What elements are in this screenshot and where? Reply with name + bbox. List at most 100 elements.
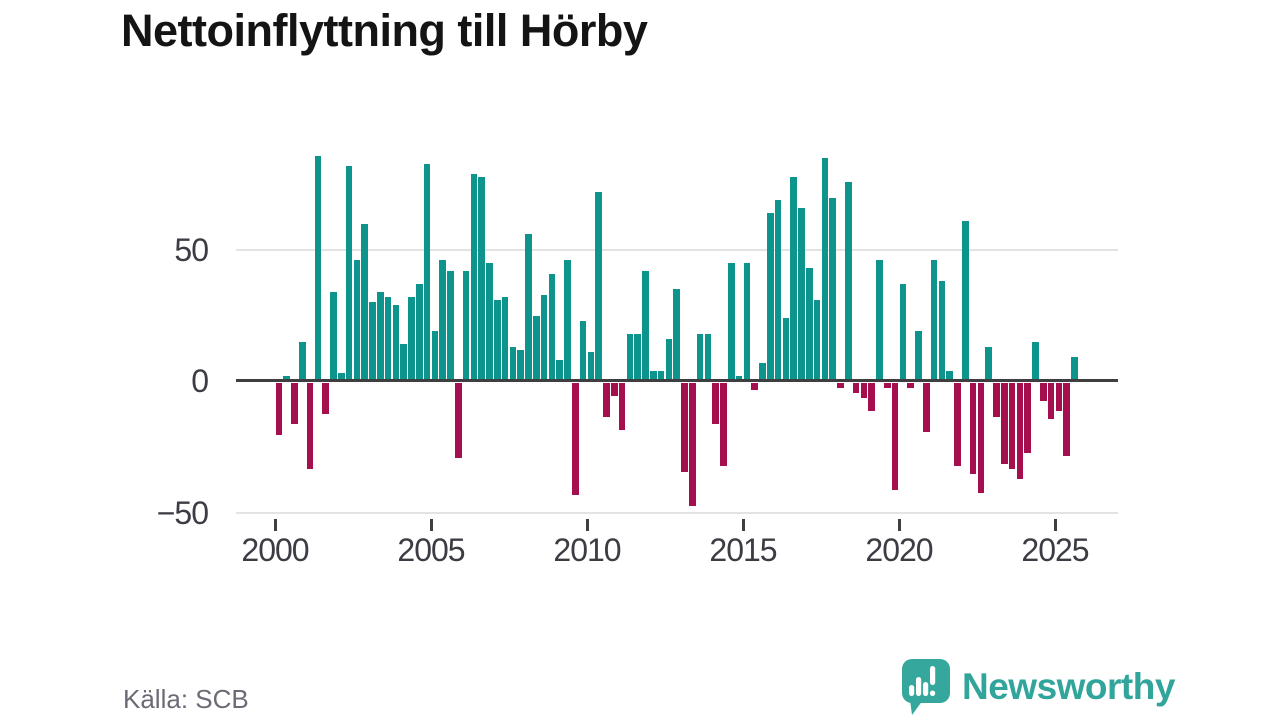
brand-name: Newsworthy [962, 666, 1175, 707]
newsworthy-speech-bubble-chart-icon [902, 659, 950, 715]
bar-2014Q4 [735, 375, 743, 381]
bar-2012Q2 [657, 370, 665, 381]
bar-2012Q4 [673, 289, 681, 381]
bar-2009Q3 [571, 382, 579, 496]
bar-2025Q3 [1071, 357, 1078, 381]
x-tick-label-2025: 2025 [1021, 532, 1089, 568]
bar-2023Q4 [1016, 382, 1024, 480]
bar-2018Q1 [837, 382, 844, 388]
bar-2013Q3 [696, 333, 704, 381]
bar-2006Q3 [478, 176, 486, 381]
bar-2002Q4 [361, 223, 369, 381]
bar-2008Q3 [540, 294, 548, 381]
bar-2015Q1 [743, 263, 751, 381]
bar-2010Q2 [595, 192, 603, 381]
bar-2022Q2 [969, 382, 977, 475]
bar-2020Q1 [899, 284, 907, 381]
bar-2008Q1 [525, 234, 532, 381]
bar-2003Q4 [392, 305, 400, 381]
bar-2003Q1 [369, 302, 376, 381]
x-tick-2020 [897, 519, 901, 531]
x-tick-2025 [1053, 519, 1057, 531]
bar-2001Q1 [306, 382, 314, 469]
bar-2007Q3 [509, 346, 517, 381]
bar-2014Q1 [712, 382, 720, 425]
bar-2014Q2 [720, 382, 727, 467]
bar-2022Q1 [961, 221, 969, 381]
bar-2019Q1 [868, 382, 876, 412]
bar-2024Q4 [1047, 382, 1055, 420]
bar-2018Q4 [860, 382, 868, 399]
bar-2022Q3 [977, 382, 985, 493]
bar-2000Q3 [291, 382, 298, 425]
bar-2003Q2 [376, 291, 384, 381]
bar-2012Q1 [649, 370, 657, 381]
bar-2016Q3 [790, 176, 798, 381]
x-tick-2005 [429, 519, 433, 531]
y-tick-label-50: 50 [174, 232, 209, 268]
y-tick-label-0: 0 [191, 363, 209, 399]
bar-2015Q2 [751, 382, 759, 391]
bar-2016Q1 [774, 200, 782, 381]
bar-2023Q3 [1008, 382, 1016, 469]
x-tick-label-2010: 2010 [553, 532, 621, 568]
zero-axis-line [236, 379, 1118, 382]
bar-2010Q3 [603, 382, 610, 417]
bar-2020Q2 [907, 382, 915, 388]
bar-2013Q2 [688, 382, 696, 506]
bar-2000Q2 [283, 375, 291, 381]
bar-2005Q4 [454, 382, 462, 459]
bar-2006Q2 [470, 174, 478, 381]
x-tick-2010 [585, 519, 589, 531]
bar-2017Q1 [805, 268, 813, 381]
bar-2010Q1 [587, 352, 595, 381]
bar-2024Q3 [1039, 382, 1047, 401]
bar-2017Q2 [813, 299, 821, 381]
bar-2006Q4 [486, 263, 493, 381]
gridline-minus50 [236, 512, 1118, 514]
bar-2014Q3 [727, 263, 735, 381]
bar-2017Q4 [829, 197, 837, 381]
chart-title: Nettoinflyttning till Hörby [121, 5, 648, 56]
bar-2004Q3 [415, 284, 423, 381]
bar-2018Q3 [852, 382, 860, 393]
bar-2007Q2 [501, 297, 509, 381]
bar-2000Q4 [298, 341, 306, 381]
bar-2013Q4 [704, 333, 712, 381]
x-tick-label-2015: 2015 [709, 532, 777, 568]
bar-2021Q1 [930, 260, 938, 381]
x-tick-2000 [273, 519, 277, 531]
bar-2001Q3 [322, 382, 330, 414]
bar-2011Q3 [634, 333, 642, 381]
bar-2006Q1 [462, 270, 470, 381]
bar-2015Q3 [759, 362, 766, 381]
bar-2024Q1 [1024, 382, 1032, 454]
brand-logo: Newsworthy [901, 658, 1175, 716]
bar-2017Q3 [821, 158, 829, 381]
bar-2002Q1 [337, 373, 345, 381]
bar-2013Q1 [681, 382, 688, 472]
bar-2004Q4 [423, 163, 431, 381]
bar-2009Q4 [579, 320, 587, 381]
x-tick-label-2000: 2000 [241, 532, 309, 568]
bar-2011Q1 [618, 382, 626, 430]
bar-2010Q4 [610, 382, 618, 396]
bar-2001Q4 [330, 291, 337, 381]
bar-2009Q2 [564, 260, 571, 381]
bar-2021Q4 [954, 382, 961, 467]
bar-2002Q3 [353, 260, 361, 381]
bar-2022Q4 [985, 346, 993, 381]
bar-2005Q3 [447, 270, 454, 381]
bar-2000Q1 [275, 382, 283, 435]
bar-2008Q2 [532, 315, 540, 381]
bar-2019Q2 [876, 260, 883, 381]
y-tick-label-minus50: −50 [156, 495, 209, 531]
bar-2025Q2 [1063, 382, 1071, 456]
bar-2001Q2 [314, 155, 322, 381]
bar-2005Q2 [439, 260, 447, 381]
bar-2011Q2 [626, 333, 634, 381]
bar-2024Q2 [1032, 341, 1039, 381]
bar-2003Q3 [384, 297, 392, 381]
bar-2020Q4 [922, 382, 930, 433]
bar-2002Q2 [345, 166, 353, 381]
